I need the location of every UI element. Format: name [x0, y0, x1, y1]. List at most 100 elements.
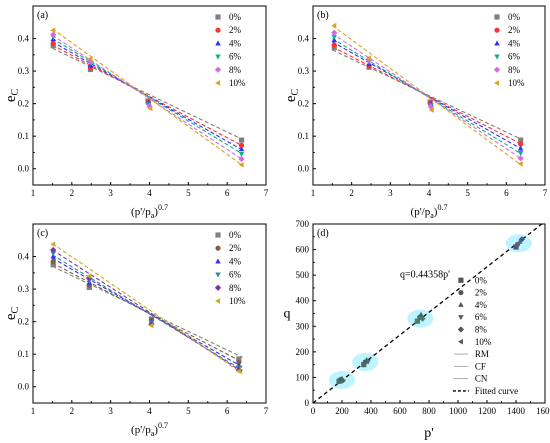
legend-label: 4%: [508, 38, 521, 48]
series-fit-line: [52, 265, 243, 358]
legend-label: RM: [475, 349, 489, 359]
legend-marker: [214, 66, 222, 73]
x-tick-label: 5: [186, 188, 191, 198]
y-tick-label: 100: [296, 372, 310, 382]
x-tick-label: 1: [31, 406, 36, 416]
x-axis-label: (p'/pa)0.7: [131, 203, 168, 220]
y-axis-label: eC: [283, 89, 301, 103]
data-point: [148, 322, 154, 329]
series-fit-line: [332, 41, 523, 150]
x-tick-label: 7: [264, 406, 269, 416]
y-tick-label: 0.0: [298, 164, 310, 174]
series-fit-line: [52, 28, 244, 166]
x-tick-label: 1200: [478, 406, 497, 416]
data-point: [518, 236, 525, 243]
y-tick-label: 0.1: [18, 131, 29, 141]
legend-label: 8%: [508, 65, 521, 75]
data-point: [147, 105, 153, 112]
x-tick-label: 5: [465, 188, 470, 198]
y-tick-label: 0.1: [18, 349, 29, 359]
legend-marker: [215, 27, 221, 33]
panel-label: (b): [317, 10, 329, 21]
data-point: [517, 155, 524, 162]
series-fit-line: [332, 33, 523, 160]
panel-label: (d): [317, 228, 329, 239]
legend-label: 0%: [508, 12, 521, 22]
x-tick-label: 3: [108, 406, 113, 416]
legend-label: 10%: [475, 337, 492, 347]
x-tick-label: 0: [311, 406, 316, 416]
x-tick-label: 600: [393, 406, 407, 416]
x-tick-label: 1400: [507, 406, 526, 416]
y-tick-label: 0.0: [18, 382, 30, 392]
x-tick-label: 3: [388, 188, 393, 198]
x-tick-label: 2: [349, 188, 354, 198]
x-tick-label: 800: [422, 406, 436, 416]
data-point: [238, 137, 245, 143]
data-point: [419, 315, 426, 322]
y-tick-label: 200: [296, 347, 310, 357]
data-point: [516, 238, 523, 244]
data-point: [50, 40, 56, 47]
data-point: [50, 31, 57, 38]
y-axis-label: q: [284, 307, 291, 322]
series-fit-line: [52, 257, 243, 368]
data-point: [366, 55, 372, 61]
series-fit-line: [52, 38, 243, 155]
legend-marker: [494, 27, 500, 33]
legend-marker: [215, 14, 221, 20]
y-tick-label: 0: [305, 398, 310, 408]
x-tick-label: 4: [427, 188, 432, 198]
legend-label: 6%: [508, 52, 521, 62]
data-point: [331, 29, 338, 36]
y-tick-label: 0.3: [18, 284, 30, 294]
series-fit-line: [52, 249, 243, 373]
legend-label: 4%: [475, 300, 488, 310]
legend-marker: [493, 66, 501, 73]
x-tick-label: 1000: [449, 406, 468, 416]
data-point: [86, 273, 92, 279]
legend-label: 10%: [508, 78, 525, 88]
data-point: [238, 162, 244, 168]
series-fit-line: [52, 47, 243, 140]
data-point: [236, 359, 242, 365]
legend-label: 2%: [475, 288, 488, 298]
legend-label: 8%: [475, 324, 488, 334]
x-tick-label: 400: [364, 406, 378, 416]
x-tick-label: 6: [504, 188, 509, 198]
x-tick-label: 4: [147, 406, 152, 416]
x-tick-label: 6: [225, 406, 230, 416]
legend-marker: [494, 14, 500, 20]
data-point: [518, 137, 524, 143]
data-point: [50, 27, 56, 34]
legend-label: 0%: [229, 230, 242, 240]
x-tick-label: 3: [108, 188, 113, 198]
legend-label: 6%: [475, 312, 488, 322]
x-tick-label: 7: [264, 188, 269, 198]
legend-marker: [215, 54, 221, 60]
legend-label: 0%: [229, 12, 242, 22]
legend-marker: [494, 80, 500, 86]
x-tick-label: 7: [543, 188, 548, 198]
data-point: [517, 145, 524, 151]
series-fit-line: [332, 25, 523, 166]
legend-marker: [215, 258, 221, 264]
y-tick-label: 0.2: [298, 99, 309, 109]
chart-panel-2: 1 2 3 4 5 6 7 0.0 0.1 0.2 0.3 0.4 (b) (p'/pa)0.7 eC 0% 2…: [283, 5, 548, 220]
data-point: [86, 275, 93, 282]
series-fit-line: [52, 243, 244, 375]
x-tick-label: 5: [186, 406, 191, 416]
data-point: [50, 258, 56, 265]
legend-label: 8%: [229, 283, 242, 293]
legend-label: 4%: [229, 38, 242, 48]
legend-marker: [215, 298, 221, 304]
data-point: [331, 22, 337, 29]
data-point: [428, 107, 434, 113]
legend-label: Fitted curve: [475, 386, 518, 396]
data-point: [238, 155, 245, 163]
legend-label: 4%: [229, 256, 242, 266]
data-point: [414, 318, 420, 324]
